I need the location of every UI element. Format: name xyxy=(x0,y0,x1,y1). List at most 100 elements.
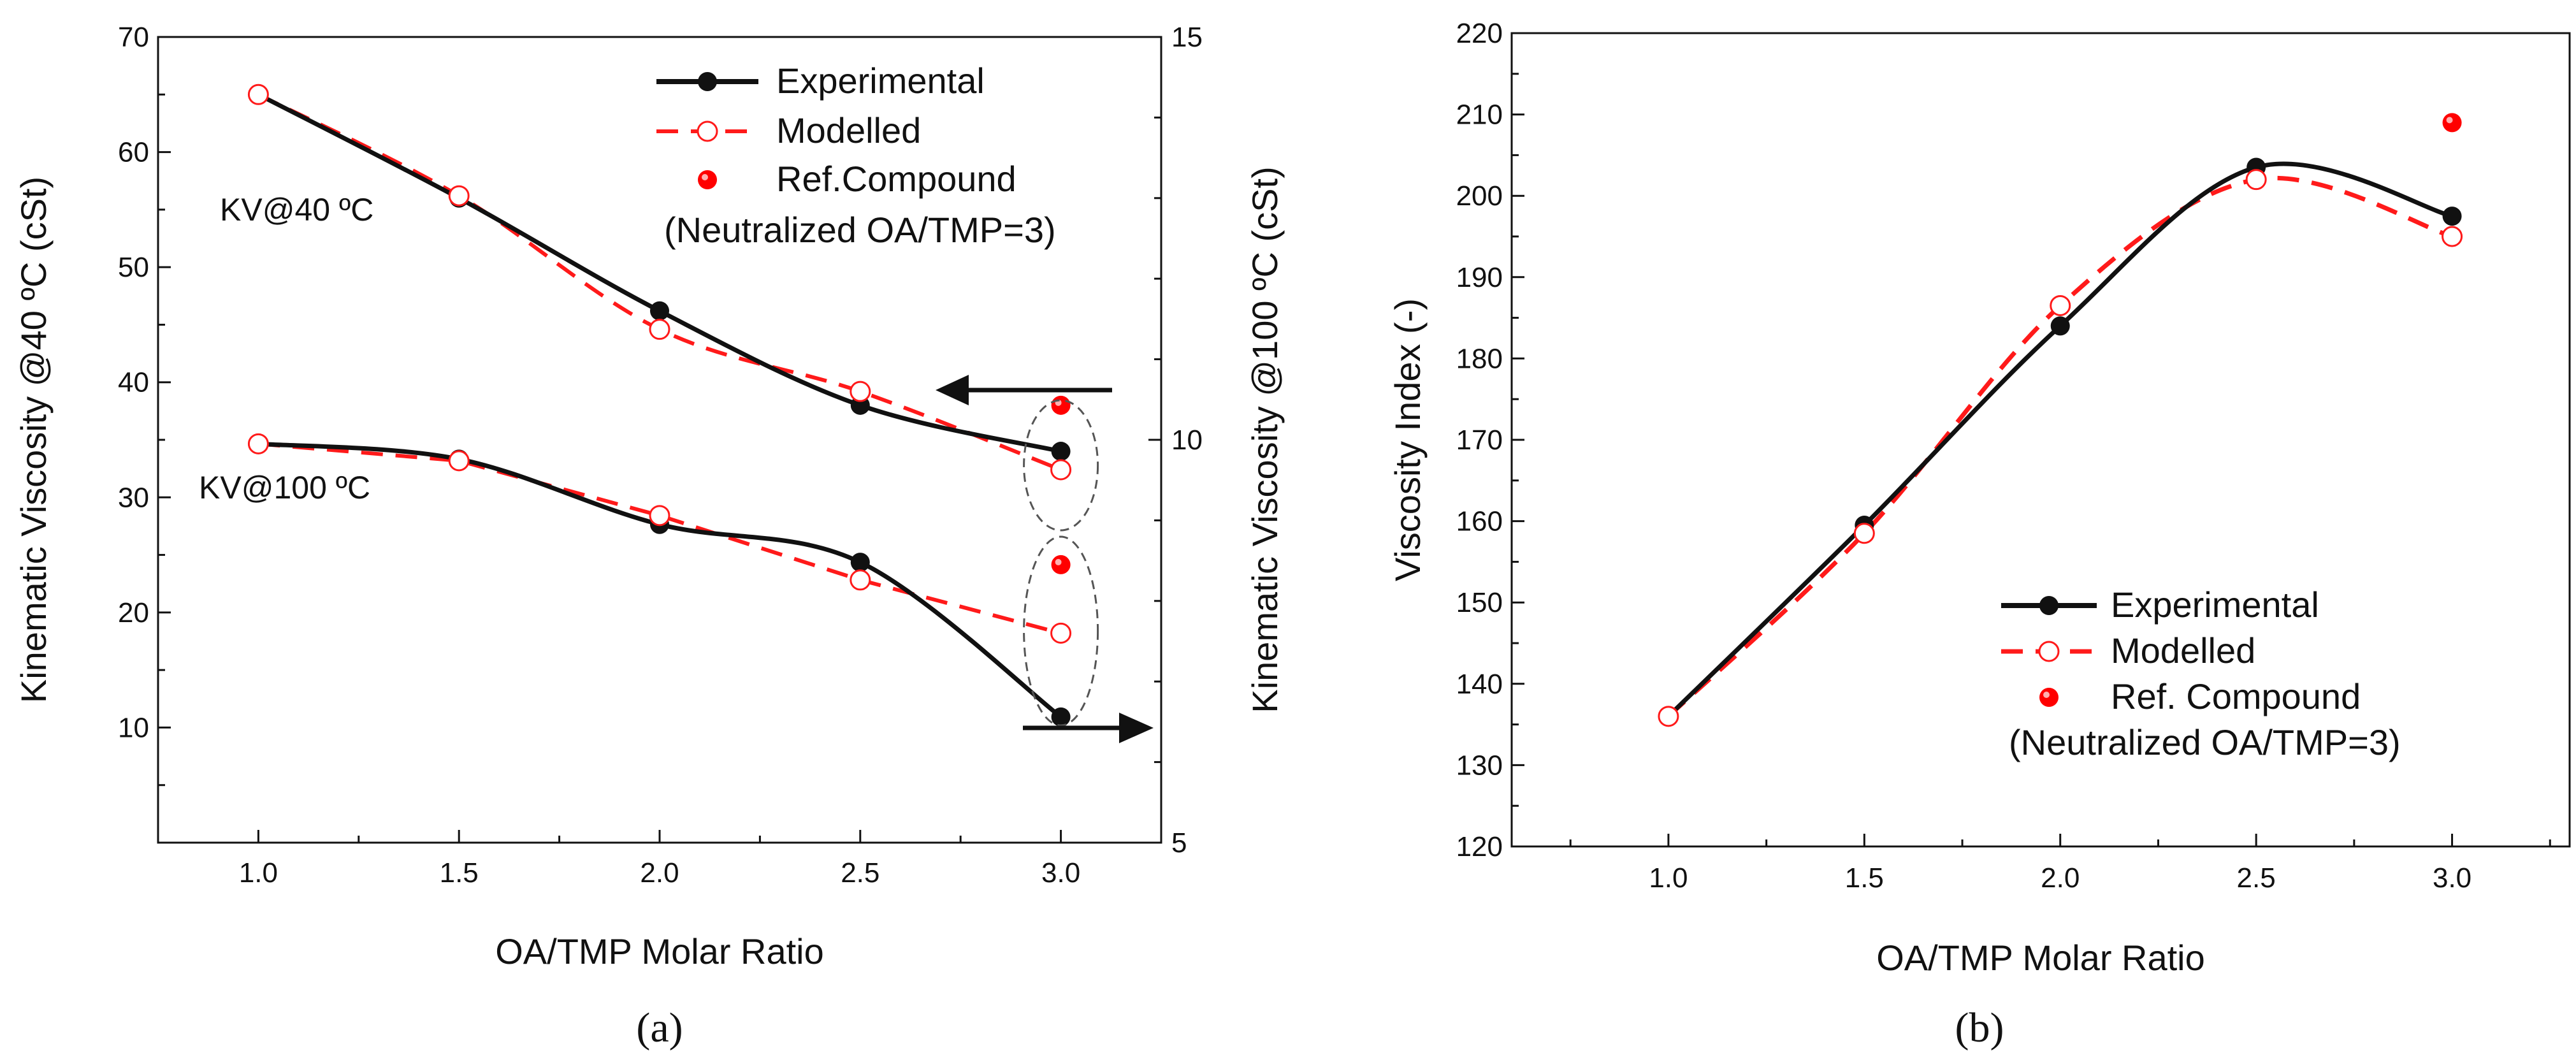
a-legend-modelled-label: Modelled xyxy=(776,110,921,150)
b-y-tick-label: 200 xyxy=(1456,180,1503,212)
b-x-axis-label: OA/TMP Molar Ratio xyxy=(1876,938,2205,978)
a-legend-ref-compound-marker-fill xyxy=(698,170,717,189)
b-y-tick-label: 180 xyxy=(1456,343,1503,374)
a-y-right-axis-label: Kinematic Viscosity @100 ºC (cSt) xyxy=(1245,166,1285,713)
b-x-tick-label: 1.5 xyxy=(1845,862,1884,894)
a-kv100-ref-compound-point xyxy=(1051,555,1071,574)
a-kv40-experimental-point xyxy=(650,301,669,321)
a-x-axis-label: OA/TMP Molar Ratio xyxy=(495,931,824,971)
b-x-tick-label: 3.0 xyxy=(2433,862,2471,894)
b-legend-ref-compound-label: Ref. Compound xyxy=(2111,676,2361,716)
b-legend-ref-compound-marker-fill xyxy=(2039,688,2059,707)
a-x-tick-label: 2.5 xyxy=(841,857,879,889)
b-experimental-point xyxy=(2442,207,2462,226)
b-modelled-point xyxy=(2442,226,2463,247)
b-y-tick-label: 120 xyxy=(1456,831,1503,862)
b-y-tick-label: 150 xyxy=(1456,587,1503,618)
a-right-axis-arrow-head xyxy=(1119,713,1154,743)
b-modelled-point xyxy=(2050,294,2071,316)
a-kv40-experimental-line xyxy=(257,92,1062,454)
b-legend-note: (Neutralized OA/TMP=3) xyxy=(2009,722,2401,762)
a-yl-tick-label: 60 xyxy=(118,137,149,168)
a-yl-tick-label: 20 xyxy=(118,597,149,628)
chart-panel-b: 1.0 1.5 2.0 2.5 3.0 120 130 140 150 160 170 180 190 2… xyxy=(1387,18,2571,1051)
b-modelled-line xyxy=(1667,175,2453,718)
b-x-tick-label: 2.0 xyxy=(2041,862,2080,894)
a-yl-tick-label: 10 xyxy=(118,712,149,743)
a-yr-tick-label: 15 xyxy=(1171,22,1203,53)
b-panel-label: (b) xyxy=(1955,1005,2004,1051)
a-kv40-annotation: KV@40 ºC xyxy=(220,192,373,228)
a-legend-experimental-label: Experimental xyxy=(776,61,985,101)
a-legend-ref-compound-label: Ref.Compound xyxy=(776,159,1017,199)
b-ref-compound-point-shine xyxy=(2446,117,2453,124)
a-kv100-modelled-point xyxy=(850,569,871,591)
a-legend-note: (Neutralized OA/TMP=3) xyxy=(664,210,1056,250)
a-kv100-modelled-point xyxy=(649,505,670,526)
b-legend-experimental-marker xyxy=(2039,596,2059,615)
b-x-tick-label: 1.0 xyxy=(1649,862,1688,894)
b-y-tick-label: 190 xyxy=(1456,262,1503,293)
a-kv100-modelled-point xyxy=(448,450,470,472)
a-panel-label: (a) xyxy=(636,1005,683,1051)
b-y-tick-label: 140 xyxy=(1456,669,1503,700)
b-y-tick-label: 130 xyxy=(1456,750,1503,781)
b-x-tick-label: 2.5 xyxy=(2237,862,2276,894)
b-y-axis-label: Viscosity Index (-) xyxy=(1387,298,1428,581)
a-yr-tick-label: 10 xyxy=(1171,425,1203,456)
b-modelled-point xyxy=(1658,706,1679,727)
a-kv100-modelled-point xyxy=(247,433,269,454)
a-kv100-ref-compound-point-fill xyxy=(1051,555,1071,574)
b-ref-compound-point-fill xyxy=(2442,113,2462,133)
a-kv40-modelled-point xyxy=(448,185,470,207)
b-legend-modelled-label: Modelled xyxy=(2111,630,2255,671)
b-modelled-point xyxy=(1853,523,1875,544)
a-yl-tick-label: 70 xyxy=(118,22,149,53)
a-kv40-modelled-point xyxy=(850,381,871,402)
a-kv40-modelled-point xyxy=(247,83,269,105)
b-experimental-point xyxy=(2050,316,2070,336)
a-x-tick-label: 1.5 xyxy=(440,857,479,889)
b-legend: Experimental Modelled Ref. Compound (Neutra… xyxy=(2001,584,2401,762)
a-x-tick-label: 3.0 xyxy=(1041,857,1080,889)
a-kv40-modelled-line xyxy=(257,92,1062,472)
a-kv100-modelled-point xyxy=(1050,622,1072,644)
a-kv40-ref-compound-point xyxy=(1051,395,1071,415)
a-kv100-modelled-line xyxy=(258,442,1062,635)
a-legend-experimental-marker xyxy=(698,72,717,91)
a-kv40-modelled-point xyxy=(649,319,670,340)
chart-panel-a: 1.0 1.5 2.0 2.5 3.0 10 20 30 40 50 60 70 5 10 15 OA/TMP… xyxy=(13,22,1285,1051)
b-y-tick-label: 220 xyxy=(1456,18,1503,49)
a-x-tick-label: 1.0 xyxy=(239,857,278,889)
a-kv40-experimental-point xyxy=(1051,442,1071,461)
a-yl-tick-label: 40 xyxy=(118,367,149,398)
b-y-tick-label: 170 xyxy=(1456,425,1503,456)
b-legend-modelled-marker xyxy=(2038,641,2060,662)
a-yr-tick-label: 5 xyxy=(1171,827,1187,859)
a-highlight-ellipse-kv40 xyxy=(1023,399,1099,532)
a-legend-ref-compound-marker xyxy=(698,170,717,189)
a-y-left-axis-label: Kinematic Viscosity @40 ºC (cSt) xyxy=(13,177,54,703)
a-legend: Experimental Modelled Ref.Compound (Neutral… xyxy=(656,61,1056,250)
a-highlight-ellipse-kv100 xyxy=(1023,535,1099,727)
a-kv40-ref-compound-point-fill xyxy=(1051,395,1071,415)
a-x-tick-label: 2.0 xyxy=(640,857,679,889)
a-legend-ref-compound-marker-shine xyxy=(702,174,708,180)
a-kv100-experimental-point xyxy=(1051,707,1071,727)
a-kv100-annotation: KV@100 ºC xyxy=(199,470,370,505)
b-legend-ref-compound-marker xyxy=(2039,688,2059,707)
b-ref-compound-point xyxy=(2442,113,2462,133)
a-kv100-experimental-point xyxy=(850,553,870,572)
b-y-tick-label: 160 xyxy=(1456,506,1503,537)
b-modelled-point xyxy=(2245,169,2267,191)
a-kv100-experimental-line xyxy=(258,441,1062,719)
a-yl-tick-label: 50 xyxy=(118,252,149,283)
b-experimental-line xyxy=(1667,161,2453,718)
a-left-axis-arrow-head xyxy=(936,375,969,405)
a-legend-modelled-marker xyxy=(697,120,718,142)
a-kv100-ref-compound-point-shine xyxy=(1055,558,1062,565)
b-y-tick-label: 210 xyxy=(1456,99,1503,131)
b-legend-experimental-label: Experimental xyxy=(2111,584,2319,625)
a-kv40-modelled-point xyxy=(1050,459,1072,481)
